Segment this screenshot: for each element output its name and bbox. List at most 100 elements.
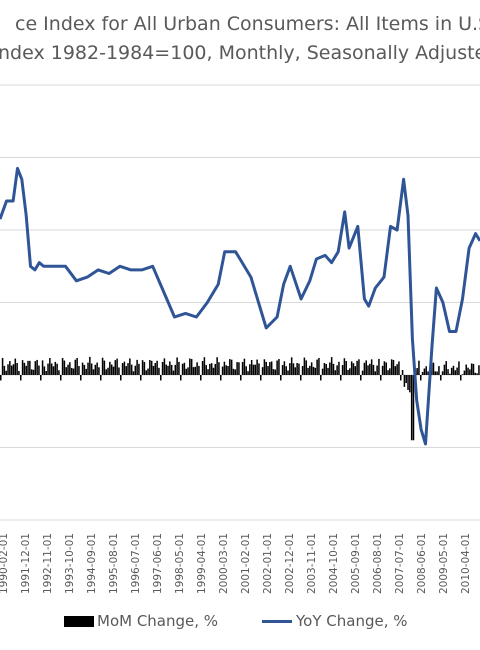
mom-bar <box>265 361 267 375</box>
mom-bar <box>460 375 462 381</box>
mom-bar <box>252 364 255 375</box>
mom-bar <box>210 363 213 375</box>
mom-bar <box>89 356 91 375</box>
mom-bar <box>21 360 24 375</box>
mom-bar <box>229 359 231 375</box>
mom-bar <box>278 359 280 375</box>
mom-bar <box>207 369 209 375</box>
mom-bar <box>5 370 7 375</box>
mom-bar <box>438 366 440 375</box>
mom-bar <box>161 361 164 375</box>
mom-bar <box>212 367 215 375</box>
mom-bar <box>192 367 195 375</box>
mom-bar <box>163 358 166 375</box>
mom-bar <box>456 367 458 375</box>
mom-bar <box>394 366 397 375</box>
mom-bar <box>150 360 153 375</box>
mom-bar <box>276 360 278 375</box>
mom-bar <box>47 363 49 375</box>
mom-bar <box>300 375 302 381</box>
mom-bar <box>160 375 162 381</box>
mom-bar <box>250 359 253 375</box>
legend-swatch-mom <box>64 615 94 627</box>
x-tick-label: 1999-04-01 <box>196 533 208 594</box>
mom-bar <box>396 364 398 375</box>
mom-bar <box>198 365 200 375</box>
mom-bar <box>225 365 227 375</box>
mom-bar <box>450 367 453 375</box>
mom-bar <box>358 359 360 375</box>
mom-bar <box>354 366 357 375</box>
mom-bar <box>230 359 233 375</box>
x-tick-label: 1997-06-01 <box>152 533 164 594</box>
mom-bar <box>441 371 444 375</box>
mom-bar <box>140 375 142 381</box>
mom-bar <box>152 365 155 375</box>
mom-bar <box>56 363 58 375</box>
mom-bar <box>40 375 42 381</box>
mom-bar <box>445 361 447 375</box>
mom-bar <box>20 375 22 381</box>
mom-bar <box>261 367 264 375</box>
mom-bar <box>220 375 222 381</box>
mom-bar <box>267 366 269 375</box>
mom-bar <box>465 364 467 375</box>
mom-bar <box>296 362 298 375</box>
mom-bar <box>325 363 327 375</box>
mom-bar <box>409 375 411 393</box>
mom-bar <box>143 362 146 375</box>
mom-bar <box>209 363 211 375</box>
mom-bar <box>283 361 286 375</box>
x-tick-label: 1998-05-01 <box>174 533 186 594</box>
mom-bar <box>363 362 366 375</box>
mom-bar <box>432 362 435 375</box>
mom-bar <box>109 361 111 375</box>
mom-bar <box>205 365 207 375</box>
mom-bar <box>240 375 242 381</box>
mom-bar <box>10 365 13 375</box>
mom-bar <box>334 370 337 375</box>
mom-bar <box>36 359 38 375</box>
mom-bar <box>374 371 377 375</box>
mom-bar <box>227 365 229 375</box>
mom-bar <box>434 371 437 375</box>
mom-bar <box>41 360 44 375</box>
mom-bar <box>130 364 133 375</box>
mom-bar <box>112 366 115 375</box>
mom-bar <box>236 362 238 375</box>
mom-bar <box>314 367 317 375</box>
mom-bar <box>165 364 167 375</box>
mom-bar <box>349 368 351 375</box>
mom-bar <box>14 358 17 375</box>
mom-bar <box>378 358 380 375</box>
mom-bar <box>180 375 182 381</box>
mom-bar <box>410 375 413 441</box>
mom-bar <box>132 371 135 375</box>
mom-bar <box>463 370 466 375</box>
mom-bar <box>167 365 169 375</box>
x-tick-label: 1992-11-01 <box>42 533 54 594</box>
mom-bar <box>301 365 304 375</box>
mom-bar <box>96 362 98 375</box>
mom-bar <box>287 370 289 375</box>
mom-bar <box>3 365 6 375</box>
mom-bar <box>72 368 75 375</box>
mom-bar <box>365 360 367 375</box>
mom-bar <box>387 370 389 375</box>
x-tick-label: 1990-02-01 <box>0 533 10 594</box>
x-tick-label: 2001-02-01 <box>240 533 252 594</box>
x-tick-label: 2005-09-01 <box>350 533 362 594</box>
mom-bar <box>134 365 137 375</box>
mom-bar <box>449 373 451 375</box>
mom-bar <box>280 375 282 381</box>
chart-title: ce Index for All Urban Consumers: All It… <box>15 13 480 35</box>
mom-bar <box>347 369 349 375</box>
mom-bar <box>92 369 95 375</box>
x-tick-label: 2002-12-01 <box>284 533 296 594</box>
mom-bar <box>305 360 307 375</box>
mom-bar <box>360 375 362 381</box>
mom-bar <box>345 361 347 375</box>
mom-bar <box>149 360 151 375</box>
mom-bar <box>298 363 300 375</box>
x-tick-label: 2002-01-01 <box>262 533 274 594</box>
